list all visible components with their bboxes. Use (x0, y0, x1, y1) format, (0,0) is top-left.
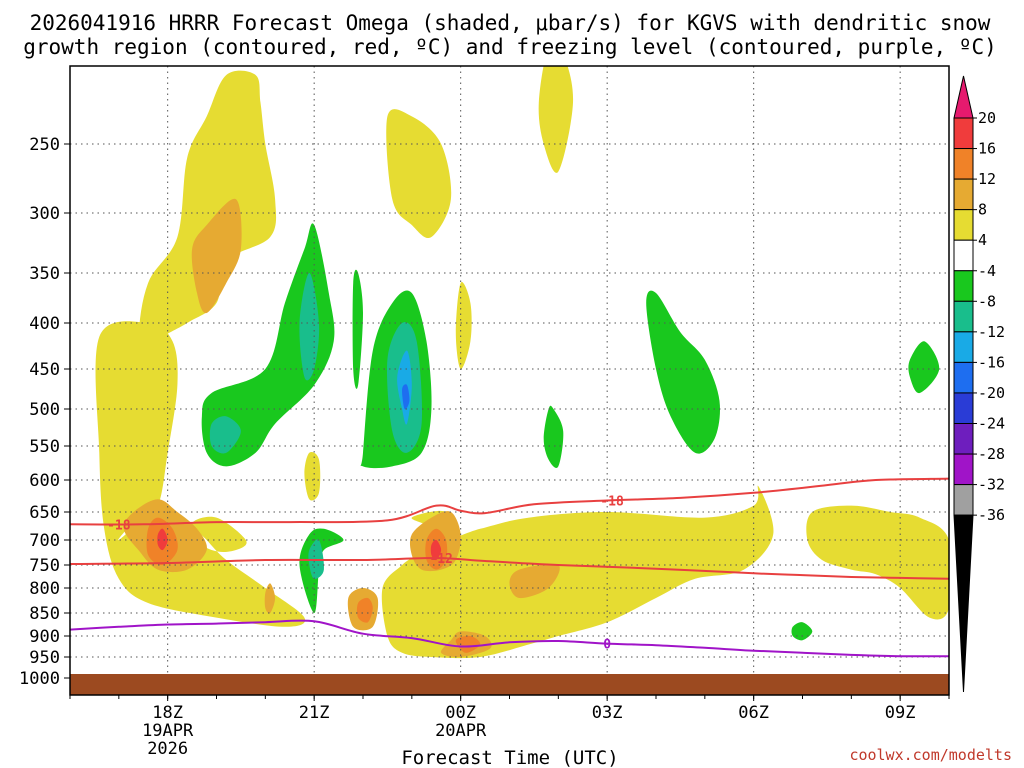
omega-fill-neg4-4 (908, 341, 940, 394)
omega-fill-8-5 (509, 563, 560, 599)
colorbar-label: -8 (978, 292, 996, 310)
colorbar-label: -28 (978, 445, 1005, 463)
x-tick-label: 06Z (738, 703, 769, 723)
y-tick-label: 650 (29, 503, 60, 523)
y-tick-label: 550 (29, 437, 60, 457)
colorbar-label: 8 (978, 201, 987, 219)
colorbar-label: -12 (978, 323, 1005, 341)
omega-fill-4-6 (455, 282, 472, 370)
x-axis-label: Forecast Time (UTC) (401, 747, 618, 768)
y-tick-label: 1000 (19, 669, 60, 689)
colorbar-label: 20 (978, 109, 996, 127)
colorbar: 20 16 12 8 4 -4 -8 -12 -16 -20 -24 -28 -32 -36 (953, 75, 1005, 693)
y-tick-label: 250 (29, 135, 60, 155)
omega-fill-neg8-0 (299, 273, 320, 381)
temperature-contour-0-label: -18 (600, 494, 624, 509)
colorbar-label: -24 (978, 415, 1005, 433)
x-tick-label: 2026 (147, 739, 188, 759)
omega-fill-12-2 (356, 597, 373, 623)
x-tick-label: 21Z (299, 703, 330, 723)
colorbar-segment (953, 484, 974, 516)
colorbar-label: 12 (978, 170, 996, 188)
colorbar-label: -16 (978, 353, 1005, 371)
colorbar-segment (953, 209, 974, 241)
temperature-contour-0 (70, 477, 949, 526)
freezing-level-contour (70, 619, 949, 658)
colorbar-segment (953, 148, 974, 180)
colorbar-segment (953, 117, 974, 150)
x-tick-label: 20APR (435, 721, 487, 741)
omega-fill-neg4-0 (201, 223, 335, 467)
ground-surface (70, 674, 949, 695)
omega-fill-4-5 (538, 66, 574, 173)
plot-area: -18 -18 -12 0 (69, 65, 950, 696)
colorbar-segment (953, 423, 974, 455)
chart-title-line-2: growth region (contoured, red, ºC) and f… (23, 35, 997, 59)
x-tick-label: 03Z (592, 703, 623, 723)
y-tick-label: 600 (29, 471, 60, 491)
y-tick-label: 800 (29, 579, 60, 599)
omega-fill-16-1 (430, 539, 442, 561)
colorbar-segment (953, 514, 974, 693)
temperature-contour-0-label: -18 (107, 518, 131, 533)
colorbar-segment (953, 300, 974, 333)
colorbar-label: 16 (978, 140, 996, 158)
omega-fill-16-0 (157, 528, 168, 551)
omega-fill-neg4-7 (352, 269, 363, 389)
omega-fill-4-4 (386, 109, 452, 239)
omega-fill-neg4-5 (543, 405, 564, 468)
y-tick-label: 850 (29, 604, 60, 624)
y-tick-label: 750 (29, 556, 60, 576)
omega-fill-12-3 (455, 635, 481, 653)
colorbar-segment (953, 392, 974, 425)
x-tick-label: 19APR (142, 721, 194, 741)
colorbar-label: 4 (978, 231, 987, 249)
omega-fill-neg4-3 (646, 290, 721, 454)
colorbar-label: -20 (978, 384, 1005, 402)
temperature-contour-1 (70, 556, 949, 580)
x-tick-label: 00Z (445, 703, 476, 723)
colorbar-segment (953, 178, 974, 211)
omega-fill-4-2 (381, 485, 774, 659)
colorbar-segment (953, 331, 974, 363)
y-tick-label: 350 (29, 264, 60, 284)
temperature-contour-1-label: -12 (429, 552, 452, 567)
omega-fill-8-6 (264, 583, 276, 614)
y-tick-label: 700 (29, 531, 60, 551)
x-tick-label: 18Z (152, 703, 183, 723)
x-tick-label: 09Z (885, 703, 916, 723)
colorbar-label: -4 (978, 262, 996, 280)
y-tick-label: 300 (29, 204, 60, 224)
y-tick-label: 900 (29, 627, 60, 647)
omega-fill-4-3 (806, 505, 949, 620)
omega-fill-neg8-1 (209, 416, 241, 454)
y-tick-label: 400 (29, 314, 60, 334)
colorbar-segment (953, 453, 974, 486)
omega-fill-neg16-0 (402, 384, 410, 410)
y-tick-label: 500 (29, 400, 60, 420)
credit-text: coolwx.com/modelts (849, 746, 1012, 764)
colorbar-segment (953, 270, 974, 302)
omega-fill-8-1 (191, 198, 242, 314)
freezing-level-contour-label: 0 (603, 638, 611, 653)
colorbar-segment (953, 361, 974, 394)
colorbar-segment (953, 75, 974, 119)
chart-title-line-1: 2026041916 HRRR Forecast Omega (shaded, … (30, 11, 991, 35)
y-tick-label: 950 (29, 648, 60, 668)
y-tick-label: 450 (29, 360, 60, 380)
omega-fill-4-7 (304, 451, 321, 501)
colorbar-label: -32 (978, 476, 1005, 494)
colorbar-label: -36 (978, 506, 1005, 524)
colorbar-segment (953, 239, 974, 272)
